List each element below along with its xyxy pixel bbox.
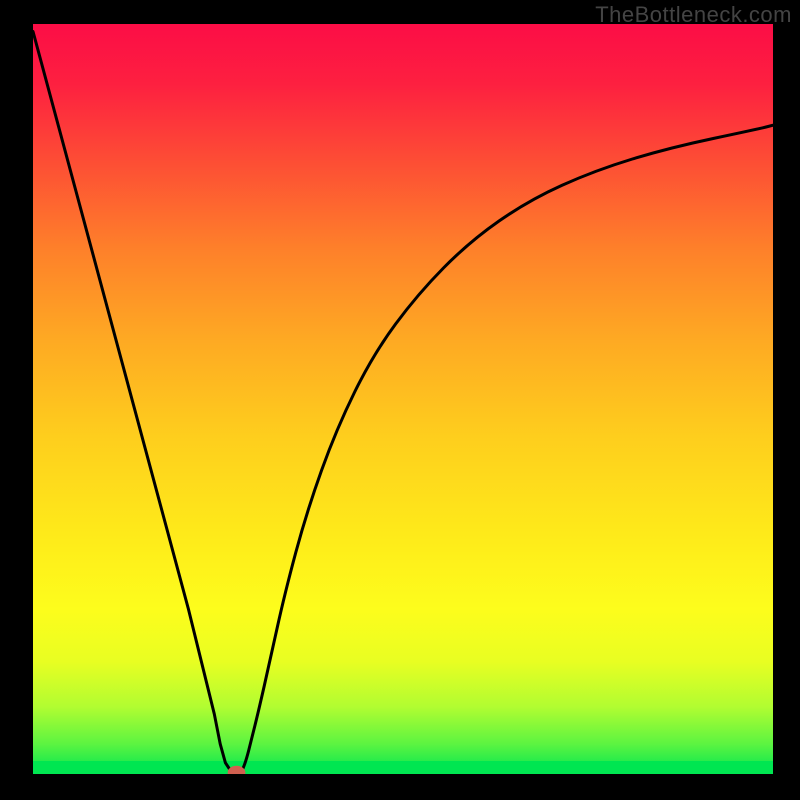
plot-area	[33, 24, 773, 774]
bottleneck-chart	[33, 24, 773, 774]
chart-container: TheBottleneck.com	[0, 0, 800, 800]
gradient-background	[33, 24, 773, 774]
bottom-band	[33, 761, 773, 774]
watermark-text: TheBottleneck.com	[595, 2, 792, 28]
